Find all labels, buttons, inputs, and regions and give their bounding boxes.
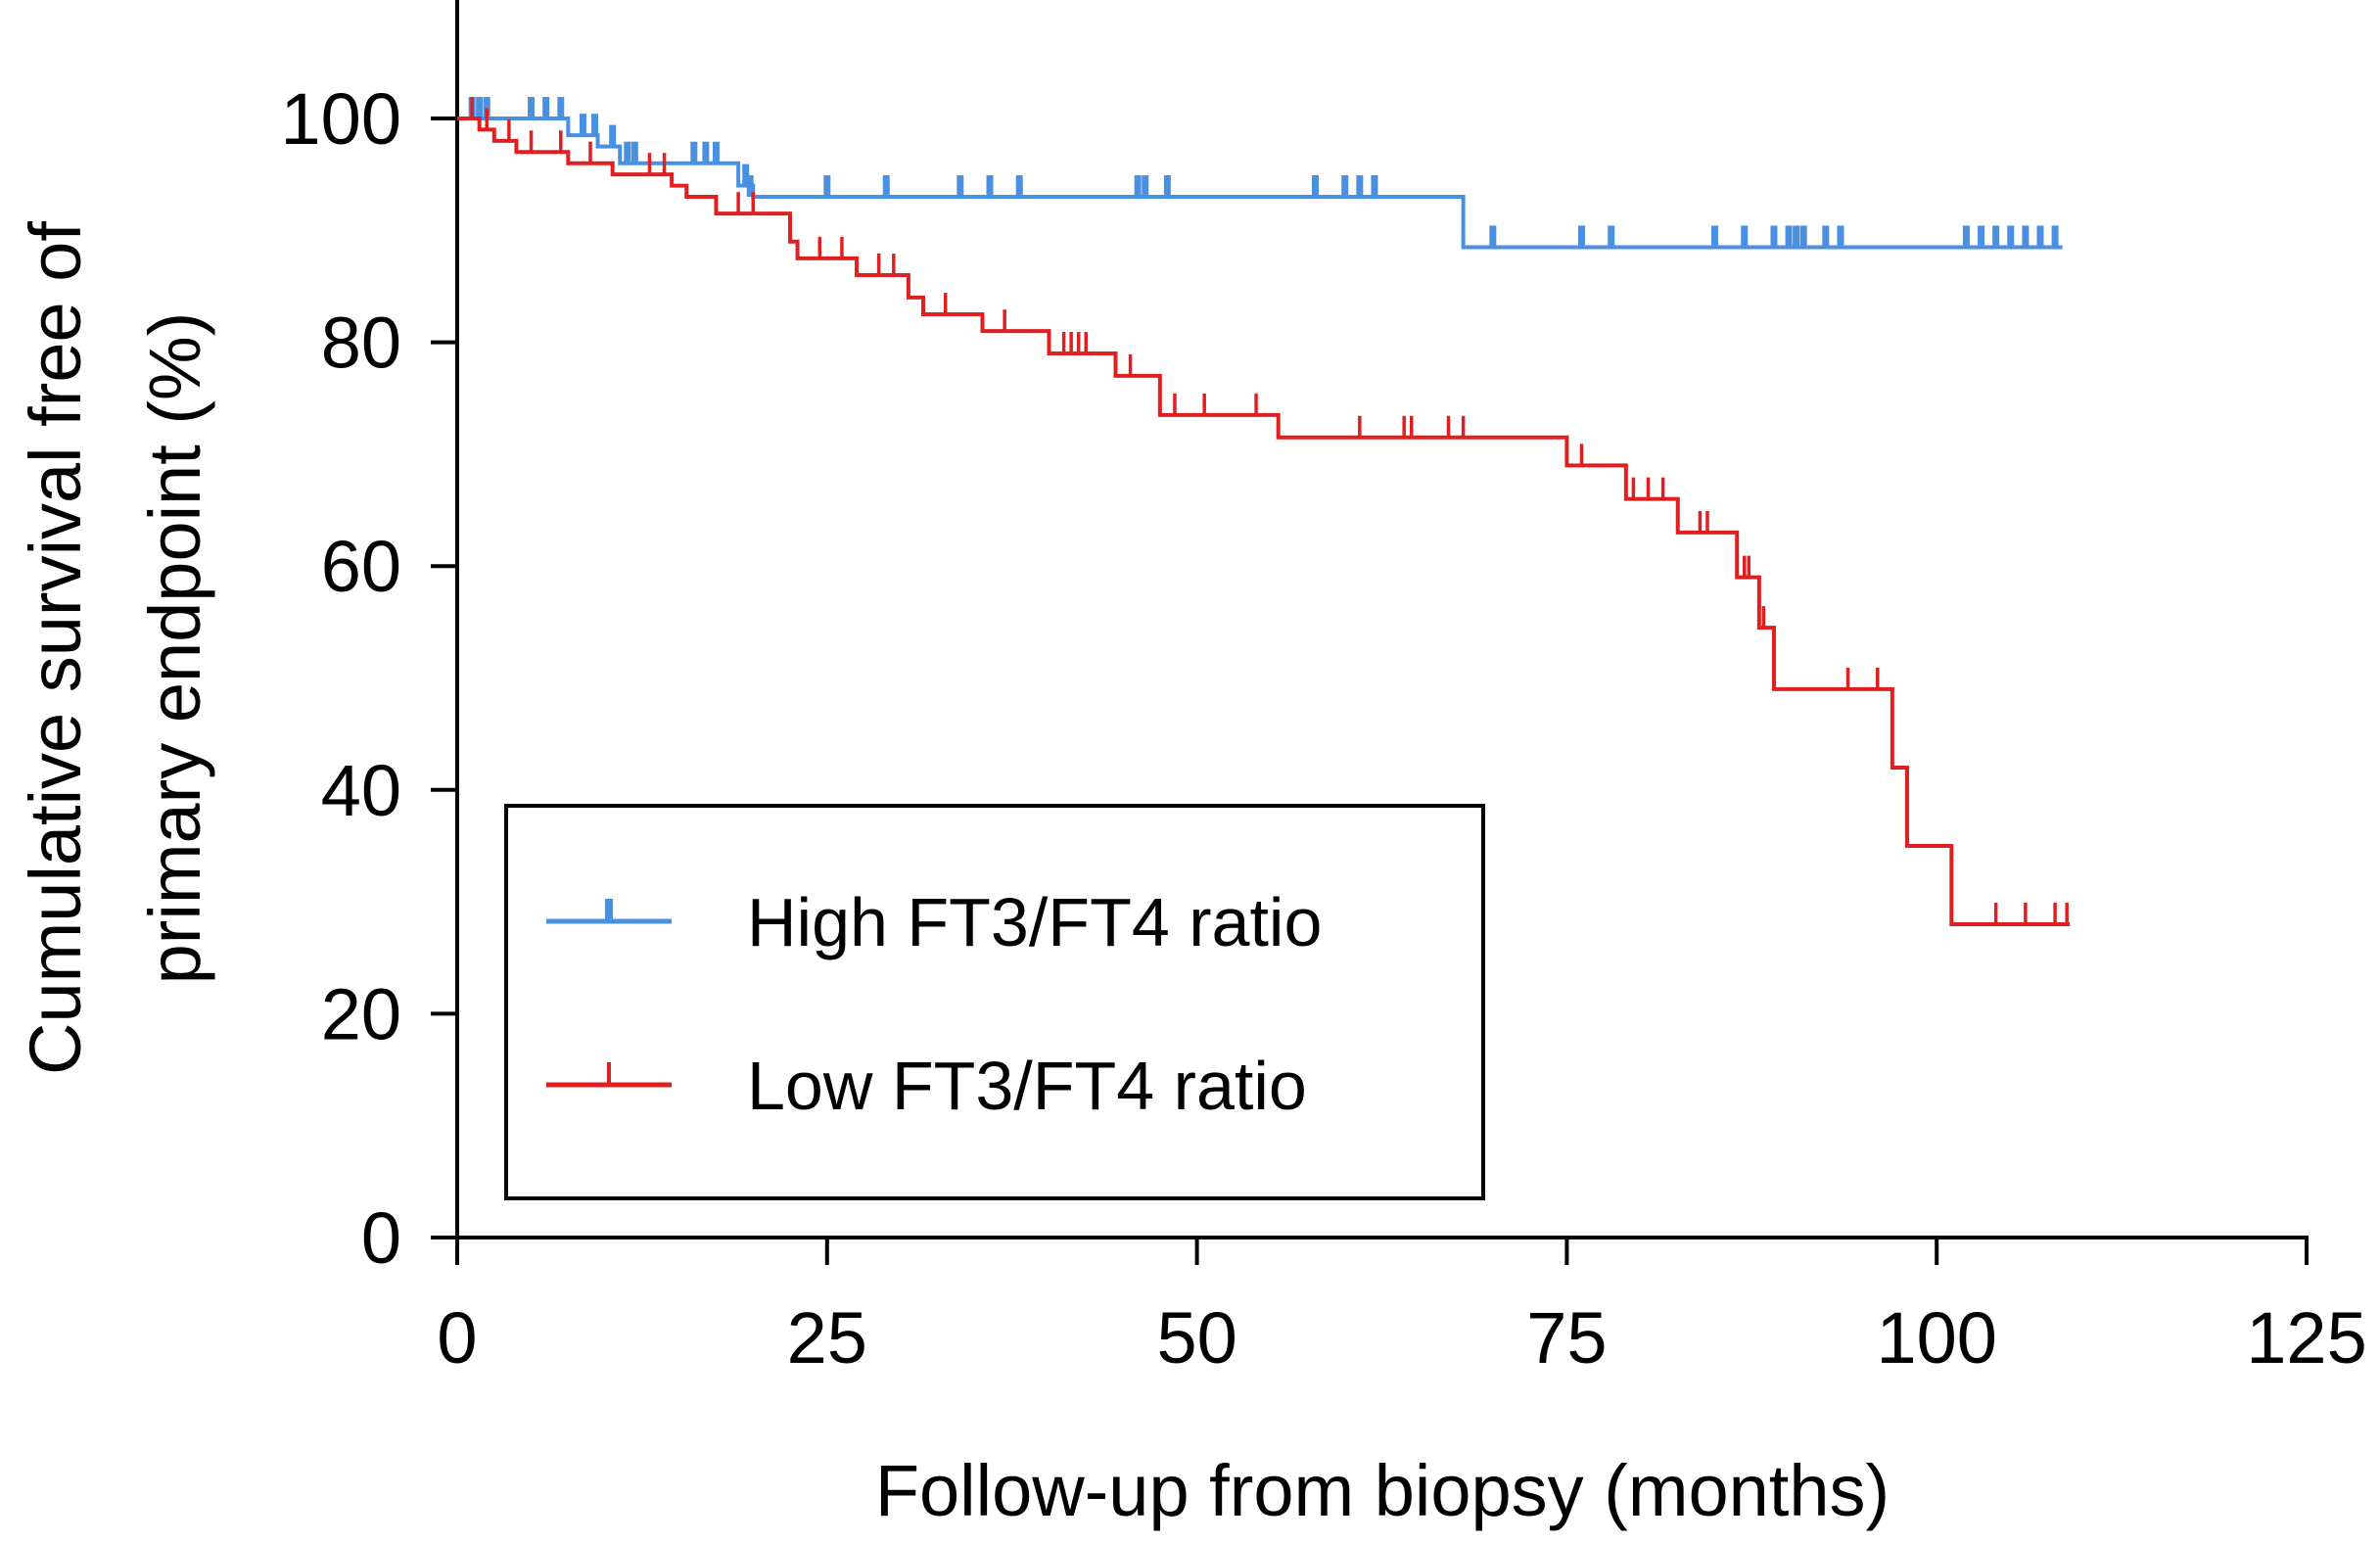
x-tick-label-125: 125 bbox=[2246, 1297, 2366, 1379]
legend-box bbox=[504, 804, 1485, 1200]
legend-label-high: High FT3/FT4 ratio bbox=[747, 884, 1322, 960]
y-tick-label-20: 20 bbox=[321, 973, 401, 1054]
x-tick-label-25: 25 bbox=[787, 1297, 867, 1379]
y-axis-title-line-2: primary endpoint (%) bbox=[134, 312, 215, 985]
y-tick-label-80: 80 bbox=[321, 303, 401, 384]
y-axis-ticks: 0 20 40 60 80 100 bbox=[281, 78, 457, 1279]
series-high bbox=[457, 97, 2063, 250]
x-axis-title: Follow-up from biopsy (months) bbox=[875, 1450, 1890, 1531]
survival-curve-high bbox=[457, 117, 2063, 250]
x-tick-label-50: 50 bbox=[1156, 1297, 1237, 1379]
survival-curve-low bbox=[457, 117, 2071, 926]
x-tick-label-100: 100 bbox=[1876, 1297, 1996, 1379]
x-axis-ticks: 0 25 50 75 100 125 bbox=[437, 1238, 2367, 1379]
series-low bbox=[457, 97, 2071, 926]
legend: High FT3/FT4 ratio Low FT3/FT4 ratio bbox=[504, 804, 1485, 1200]
y-axis-title-line-1: Cumulative survival free of bbox=[15, 221, 96, 1075]
x-tick-label-75: 75 bbox=[1526, 1297, 1607, 1379]
legend-label-low: Low FT3/FT4 ratio bbox=[747, 1048, 1307, 1124]
y-tick-label-0: 0 bbox=[361, 1197, 401, 1279]
y-tick-label-40: 40 bbox=[321, 750, 401, 831]
y-tick-label-60: 60 bbox=[321, 526, 401, 607]
y-tick-label-100: 100 bbox=[281, 78, 401, 160]
series-layer bbox=[457, 97, 2071, 926]
x-tick-label-0: 0 bbox=[437, 1297, 477, 1379]
